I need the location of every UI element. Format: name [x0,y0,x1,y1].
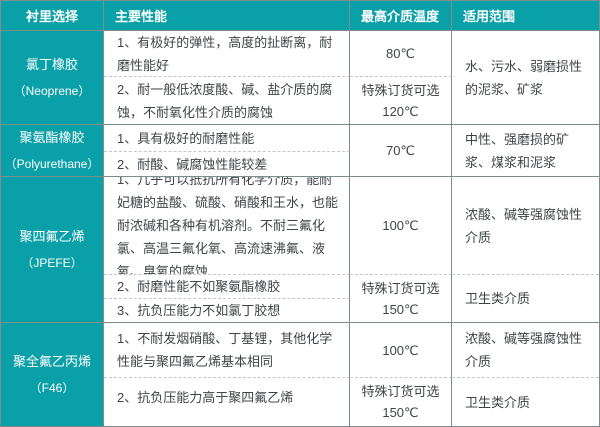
temp-value: 特殊订货可选 150℃ [361,384,440,420]
range-cell: 浓酸、碱等强腐蚀性介质 [452,323,599,378]
temp-cell: 80℃ [350,31,452,77]
lining-cell-polyurethane: 聚氨酯橡胶 （Polyurethane） [1,125,104,177]
perf-cell: 2、耐磨性能不如聚氨酯橡胶 [104,275,350,299]
temp-value: 80℃ [385,46,416,61]
temp-cell: 100℃ [350,323,452,378]
lining-name: 氯丁橡胶 [25,56,78,72]
perf-text: 1、具有极好的耐磨性能 [117,130,255,146]
perf-cell: 2、抗负压能力高于聚四氟乙烯 [104,378,350,426]
perf-cell: 3、抗负压能力不如氯丁胶想 [104,299,350,323]
temp-value: 100℃ [382,218,419,233]
lining-name: 聚氨酯橡胶 [19,129,85,145]
header-performance-label: 主要性能 [115,9,168,24]
lining-cell-ptfe: 聚四氟乙烯 （JPEFE） [1,177,104,323]
lining-name: 聚四氟乙烯 [19,228,85,244]
temp-value: 70℃ [385,143,416,158]
lining-cell-f46: 聚全氟乙丙烯 （F46） [1,323,104,426]
temp-cell: 100℃ [350,177,452,275]
perf-cell: 2、耐一般低浓度酸、碱、盐介质的腐蚀，不耐氧化性介质的腐蚀 [104,77,350,125]
range-cell: 中性、强磨损的矿浆、煤浆和泥浆 [452,125,599,177]
temp-value: 特殊订货可选 120℃ [361,82,440,119]
perf-text: 2、耐酸、碱腐蚀性能较差 [117,156,268,172]
range-cell: 水、污水、弱磨损性的泥浆、矿浆 [452,31,599,125]
temp-value: 100℃ [382,342,419,358]
lining-name-en: （F46） [29,380,75,395]
temp-value: 特殊订货可选 150℃ [361,280,440,317]
perf-text: 1、有极好的弹性，高度的扯断离，耐磨性能好 [117,34,333,73]
header-lining-label: 衬里选择 [25,9,78,24]
lining-cell-neoprene: 氯丁橡胶 （Neoprene） [1,31,104,125]
header-lining: 衬里选择 [1,1,104,31]
perf-text: 2、耐磨性能不如聚氨酯橡胶 [117,279,281,294]
range-text: 卫生类介质 [465,394,531,410]
perf-cell: 1、有极好的弹性，高度的扯断离，耐磨性能好 [104,31,350,77]
range-cell: 卫生类介质 [452,275,599,323]
perf-cell: 1、不耐发烟硝酸、丁基锂，其他化学性能与聚四氟乙烯基本相同 [104,323,350,378]
header-temperature-label: 最高介质温度 [361,9,440,24]
lining-name: 聚全氟乙丙烯 [12,353,91,369]
range-text: 中性、强磨损的矿浆、煤浆和泥浆 [465,131,570,170]
temp-cell: 特殊订货可选 120℃ [350,77,452,125]
perf-cell: 2、耐酸、碱腐蚀性能较差 [104,152,350,177]
perf-text: 2、抗负压能力高于聚四氟乙烯 [117,390,294,405]
temp-cell: 特殊订货可选 150℃ [350,275,452,323]
temp-cell: 70℃ [350,125,452,177]
perf-text: 3、抗负压能力不如氯丁胶想 [117,303,281,318]
range-cell: 卫生类介质 [452,378,599,426]
lining-name-en: （Neoprene） [13,83,91,98]
header-range: 适用范围 [452,1,599,31]
lining-name-en: （Polyurethane） [4,156,100,171]
perf-cell: 1、几乎可以抵抗所有化学介质，能耐妃糖的盐酸、硫酸、硝酸和王水，也能耐浓碱和各种… [104,177,350,275]
range-cell: 浓酸、碱等强腐蚀性介质 [452,177,599,275]
range-text: 浓酸、碱等强腐蚀性介质 [465,331,583,369]
range-text: 水、污水、弱磨损性的泥浆、矿浆 [465,58,583,97]
range-text: 浓酸、碱等强腐蚀性介质 [465,206,583,245]
temp-cell: 特殊订货可选 150℃ [350,378,452,426]
lining-name-en: （JPEFE） [21,255,83,270]
perf-text: 2、耐一般低浓度酸、碱、盐介质的腐蚀，不耐氧化性介质的腐蚀 [117,81,333,120]
perf-text: 1、不耐发烟硝酸、丁基锂，其他化学性能与聚四氟乙烯基本相同 [117,331,333,369]
perf-text: 1、几乎可以抵抗所有化学介质，能耐妃糖的盐酸、硫酸、硝酸和王水，也能耐浓碱和各种… [117,177,339,275]
header-range-label: 适用范围 [463,9,516,24]
header-temperature: 最高介质温度 [350,1,452,31]
header-performance: 主要性能 [104,1,350,31]
perf-cell: 1、具有极好的耐磨性能 [104,125,350,152]
range-text: 卫生类介质 [465,291,531,306]
